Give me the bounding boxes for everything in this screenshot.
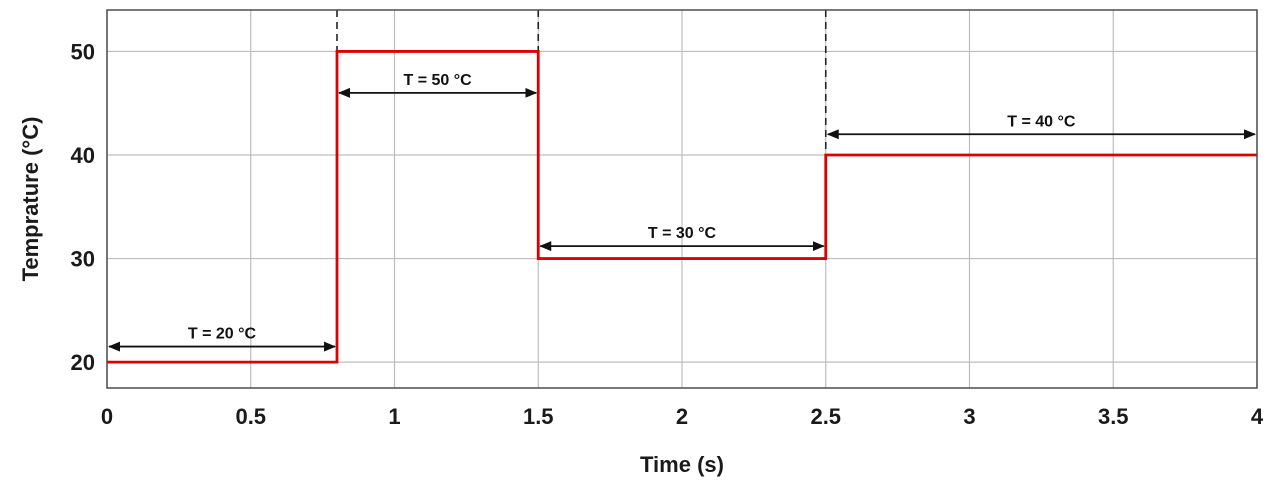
y-tick-label-1: 30 bbox=[71, 247, 95, 272]
y-tick-label-3: 50 bbox=[71, 39, 95, 64]
plot-frame bbox=[106, 9, 1258, 389]
annotation-label-1: T = 50 °C bbox=[404, 72, 473, 89]
tick-labels: 0 0.5 1 1.5 2 2.5 3 3.5 4 20 30 40 50 bbox=[71, 39, 1264, 429]
x-tick-label-4: 2 bbox=[676, 404, 688, 429]
x-tick-label-0: 0 bbox=[101, 404, 113, 429]
annotation-label-3: T = 40 °C bbox=[1007, 113, 1076, 130]
x-tick-label-7: 3.5 bbox=[1098, 404, 1129, 429]
x-tick-label-2: 1 bbox=[388, 404, 400, 429]
series-group bbox=[107, 50, 1257, 364]
y-tick-label-0: 20 bbox=[71, 350, 95, 375]
x-axis-label: Time (s) bbox=[640, 452, 724, 477]
grid bbox=[106, 10, 1258, 388]
series-line-0 bbox=[107, 50, 1257, 364]
y-axis-label: Temprature (°C) bbox=[18, 117, 43, 282]
x-tick-label-8: 4 bbox=[1251, 404, 1264, 429]
x-tick-label-3: 1.5 bbox=[523, 404, 554, 429]
annotation-label-0: T = 20 °C bbox=[188, 326, 257, 343]
y-tick-label-2: 40 bbox=[71, 143, 95, 168]
x-tick-label-6: 3 bbox=[963, 404, 975, 429]
annotations: T = 20 °C T = 50 °C T = 30 °C T = 40 °C bbox=[108, 72, 1256, 352]
x-tick-label-5: 2.5 bbox=[810, 404, 841, 429]
switch-time-markers bbox=[336, 10, 827, 155]
x-tick-label-1: 0.5 bbox=[235, 404, 266, 429]
annotation-label-2: T = 30 °C bbox=[648, 225, 717, 242]
